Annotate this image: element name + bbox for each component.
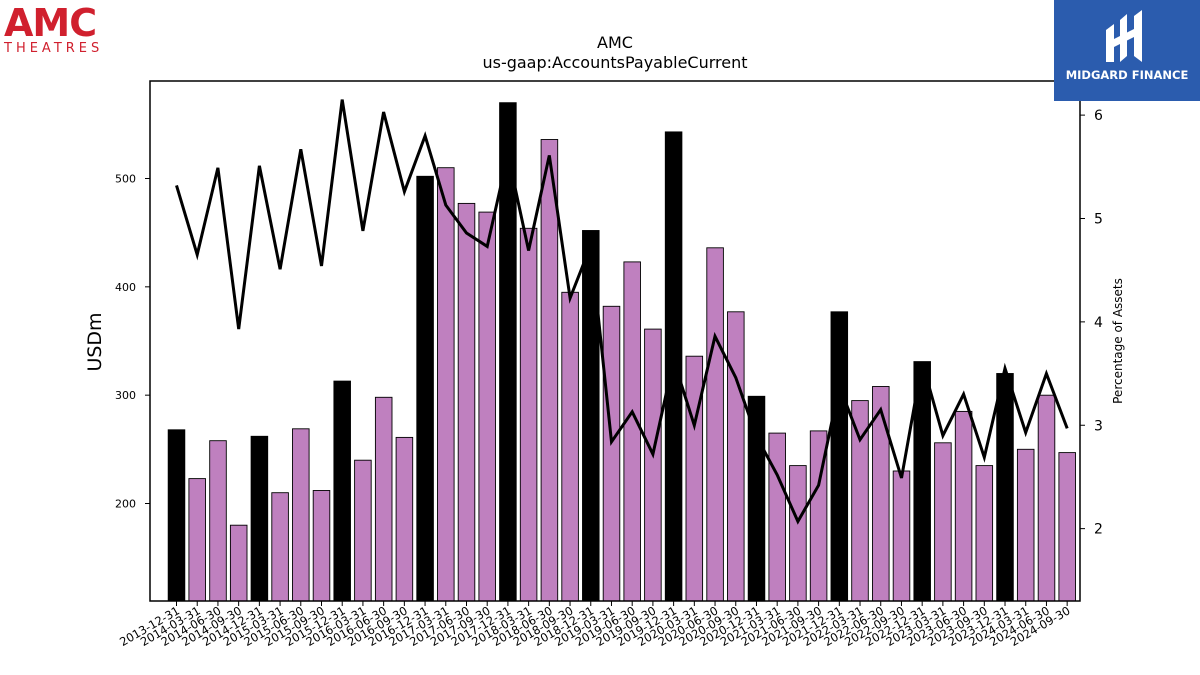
bar [892, 470, 911, 602]
bar [768, 432, 786, 602]
bar [1058, 452, 1076, 602]
y-tick-label: 300 [115, 389, 136, 402]
bar [975, 465, 994, 602]
axes: 200300400500234562013-12-312014-03-31201… [115, 80, 1103, 649]
bar [1037, 394, 1056, 602]
bar [727, 311, 745, 602]
y2-tick-label: 4 [1094, 315, 1103, 331]
chart-title: AMC [597, 33, 633, 52]
bar [561, 291, 579, 602]
y-tick-label: 400 [115, 281, 136, 294]
y-axis-label: USDm [84, 312, 106, 371]
bar [250, 435, 269, 602]
bar [167, 429, 186, 602]
y2-tick-label: 5 [1094, 211, 1103, 227]
chart-subtitle: us-gaap:AccountsPayableCurrent [482, 53, 747, 72]
bar [519, 227, 538, 602]
line-path [175, 99, 1069, 525]
bar [374, 396, 393, 602]
bar [789, 465, 807, 602]
bar [333, 380, 351, 602]
bar [996, 373, 1014, 602]
y2-axis-label: Percentage of Assets [1111, 278, 1125, 404]
bar [354, 459, 372, 602]
bar [582, 230, 600, 602]
bar [312, 490, 331, 602]
bar-series [167, 102, 1076, 602]
y2-tick-label: 3 [1094, 418, 1103, 434]
y-tick-label: 500 [115, 173, 136, 186]
bar [685, 355, 704, 602]
bar [602, 305, 621, 602]
midgard-finance-logo: MIDGARD FINANCE [1054, 0, 1200, 101]
bar [934, 442, 952, 602]
bar [188, 478, 206, 602]
bar [747, 395, 766, 602]
plot-frame [149, 80, 1081, 602]
bar [437, 167, 455, 602]
line-series [175, 99, 1069, 525]
bar [395, 436, 414, 602]
bar [292, 428, 310, 602]
amc-logo-wordmark: AMC [4, 1, 97, 45]
amc-theatres-logo: AMC THEATRES [4, 4, 134, 56]
y2-tick-label: 6 [1094, 108, 1103, 124]
bar [706, 247, 724, 602]
bar [954, 410, 973, 602]
bar [644, 328, 662, 602]
bar [830, 311, 849, 602]
bar [540, 139, 559, 602]
midgard-finance-text: MIDGARD FINANCE [1065, 68, 1189, 82]
midgard-m-icon [1106, 10, 1142, 62]
bar [478, 211, 496, 602]
bar [1016, 448, 1035, 602]
bar [457, 202, 476, 602]
bar [209, 440, 227, 602]
y2-tick-label: 2 [1094, 522, 1103, 538]
bar [623, 261, 641, 602]
amc-logo-subtitle: THEATRES [4, 41, 104, 56]
y-tick-label: 200 [115, 498, 136, 511]
bar [271, 492, 289, 602]
bar [229, 524, 248, 602]
bar [416, 175, 434, 602]
